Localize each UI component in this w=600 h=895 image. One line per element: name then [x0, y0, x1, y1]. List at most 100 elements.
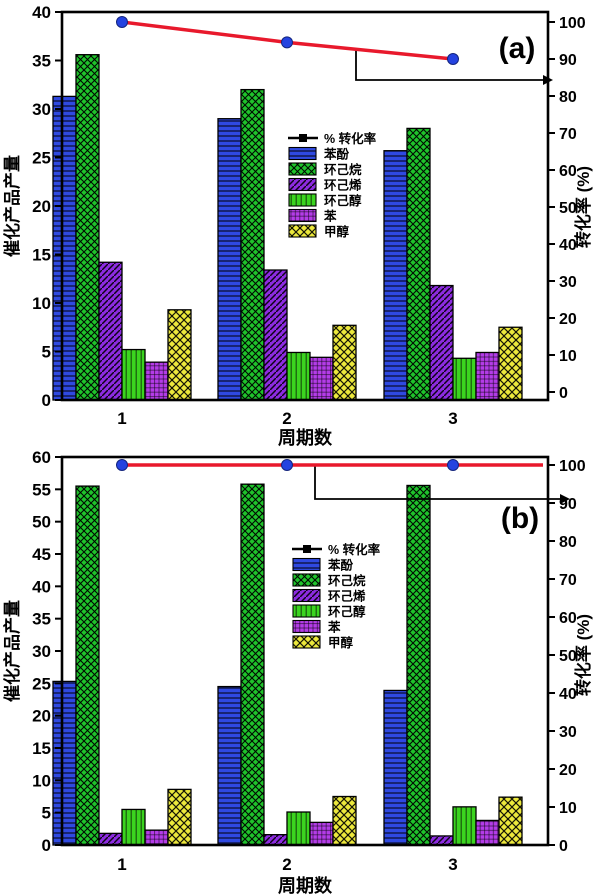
bar-phenol-cycle-1 — [52, 95, 77, 401]
right-tick-label: 50 — [559, 648, 577, 665]
x-tick-label: 3 — [448, 855, 457, 874]
right-tick-label: 100 — [559, 15, 586, 32]
legend-swatch-benzene — [288, 208, 317, 223]
bar-benzene-cycle-2 — [309, 356, 334, 401]
bar-cyclohexane-cycle-1 — [75, 54, 100, 401]
bar-cyclohexane-cycle-3 — [406, 127, 431, 401]
right-tick-label: 40 — [559, 686, 577, 703]
conversion-marker-cycle-1 — [116, 459, 128, 471]
conversion-marker-cycle-2 — [281, 459, 293, 471]
legend-swatch-phenol — [292, 557, 321, 572]
legend-swatch-methanol — [292, 635, 321, 649]
bar-phenol-cycle-3 — [383, 150, 408, 401]
left-tick-label: 10 — [32, 771, 51, 790]
chart-panel-b: 0 5 10 15 20 25 30 35 40 45 50 55 60 0 10 20 30 40 50 60 70 8… — [2, 448, 593, 895]
callout-arrowhead-icon — [560, 494, 570, 504]
left-tick-label: 25 — [32, 149, 51, 168]
legend-label-phenol: 苯酚 — [323, 147, 350, 162]
legend-line-marker-icon — [303, 545, 311, 553]
bar-cyclohexane-cycle-1 — [75, 485, 100, 846]
legend-swatch-cyclohexane — [292, 573, 321, 587]
bar-phenol-cycle-2 — [217, 118, 242, 401]
bar-cyclohexanol-cycle-3 — [452, 806, 477, 846]
right-tick-label: 90 — [559, 52, 577, 69]
right-tick-label: 60 — [559, 163, 577, 180]
left-tick-label: 0 — [42, 836, 51, 855]
bar-cyclohexanol-cycle-1 — [121, 348, 146, 401]
bars-group — [52, 54, 523, 401]
panel-label: (a) — [499, 32, 536, 65]
legend-label-cyclohexanol: 环己醇 — [324, 193, 362, 208]
right-tick-label: 0 — [559, 838, 568, 855]
legend-label-methanol: 甲醇 — [328, 635, 354, 650]
conversion-marker-cycle-1 — [116, 16, 128, 28]
x-tick-label: 2 — [282, 409, 291, 428]
right-tick-label: 100 — [559, 458, 586, 475]
right-tick-label: 70 — [559, 126, 577, 143]
left-tick-label: 60 — [32, 448, 51, 467]
right-tick-label: 50 — [559, 200, 577, 217]
legend-swatch-cyclohexene — [292, 588, 321, 603]
conversion-marker-cycle-2 — [281, 36, 293, 49]
bar-cyclohexane-cycle-2 — [240, 483, 265, 846]
legend-label-conversion: % 转化率 — [324, 131, 377, 146]
bar-cyclohexene-cycle-1 — [98, 261, 123, 401]
legend-line-marker-icon — [299, 134, 307, 142]
bar-benzene-cycle-1 — [144, 361, 169, 401]
callout-arrow-line — [314, 465, 560, 500]
right-tick-label: 40 — [559, 237, 577, 254]
bar-cyclohexene-cycle-2 — [263, 269, 288, 401]
panel-label: (b) — [501, 502, 539, 535]
bar-phenol-cycle-2 — [217, 685, 242, 846]
left-tick-label: 35 — [32, 52, 51, 71]
left-tick-label: 15 — [32, 246, 51, 265]
right-tick-label: 90 — [559, 496, 577, 513]
legend-label-cyclohexene: 环己烯 — [324, 178, 362, 193]
conversion-marker-cycle-3 — [447, 53, 459, 65]
bar-methanol-cycle-2 — [332, 324, 357, 401]
bar-cyclohexanol-cycle-1 — [121, 808, 146, 846]
right-tick-label: 20 — [559, 762, 577, 779]
right-axis-title: 转化率 (%) — [573, 614, 593, 696]
bar-cyclohexane-cycle-2 — [240, 88, 265, 401]
bar-benzene-cycle-1 — [144, 829, 169, 846]
bar-methanol-cycle-1 — [167, 788, 192, 846]
right-tick-label: 80 — [559, 89, 577, 106]
right-tick-label: 80 — [559, 534, 577, 551]
right-tick-label: 30 — [559, 274, 577, 291]
left-tick-label: 35 — [32, 610, 51, 629]
legend-swatch-cyclohexane — [288, 162, 317, 176]
bar-cyclohexene-cycle-2 — [263, 834, 288, 846]
left-tick-label: 25 — [32, 674, 51, 693]
left-tick-label: 10 — [32, 294, 51, 313]
legend-label-cyclohexanol: 环己醇 — [328, 604, 366, 619]
right-tick-label: 30 — [559, 724, 577, 741]
callout-arrow-line — [355, 48, 543, 81]
bar-cyclohexane-cycle-3 — [406, 484, 431, 846]
left-tick-label: 5 — [42, 804, 51, 823]
left-tick-label: 30 — [32, 100, 51, 119]
left-tick-label: 40 — [32, 577, 51, 596]
legend-label-benzene: 苯 — [323, 209, 337, 224]
legend-label-conversion: % 转化率 — [328, 542, 381, 557]
right-tick-label: 0 — [559, 385, 568, 402]
legend-swatch-benzene — [292, 619, 321, 634]
x-axis-title: 周期数 — [278, 427, 333, 447]
left-axis-title: 催化产品产量 — [2, 600, 22, 702]
bar-benzene-cycle-3 — [475, 351, 500, 401]
left-tick-label: 20 — [32, 707, 51, 726]
bar-methanol-cycle-1 — [167, 309, 192, 401]
bar-cyclohexene-cycle-3 — [429, 284, 454, 401]
legend-swatch-cyclohexanol — [288, 193, 317, 207]
right-tick-label: 70 — [559, 572, 577, 589]
bar-benzene-cycle-2 — [309, 821, 334, 846]
legend-label-cyclohexene: 环己烯 — [328, 589, 366, 604]
left-tick-label: 15 — [32, 739, 51, 758]
bar-phenol-cycle-3 — [383, 689, 408, 846]
right-tick-label: 60 — [559, 610, 577, 627]
right-tick-label: 10 — [559, 348, 577, 365]
bar-cyclohexene-cycle-3 — [429, 835, 454, 846]
